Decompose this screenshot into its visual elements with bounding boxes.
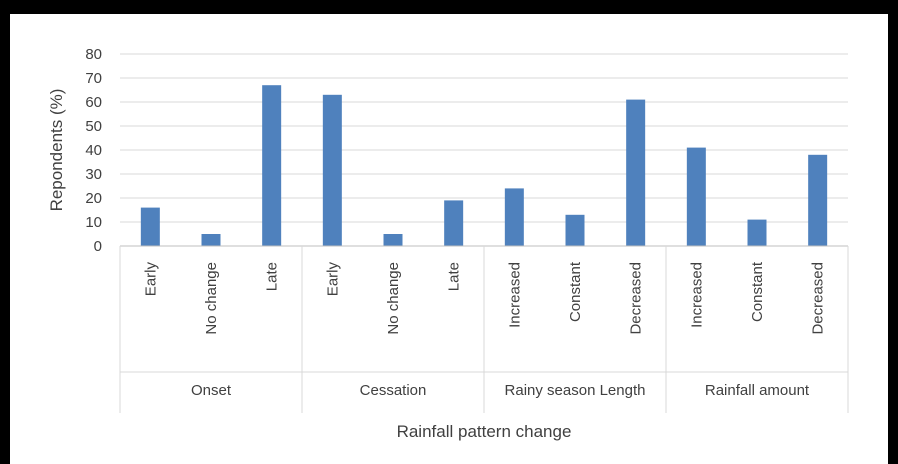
- bars: [140, 85, 828, 246]
- y-tick-label: 70: [85, 70, 102, 87]
- group-label: Rainfall amount: [705, 382, 810, 399]
- bar: [626, 99, 646, 246]
- y-tick-label: 40: [85, 142, 102, 159]
- y-tick-label: 10: [85, 214, 102, 231]
- category-label: Late: [264, 262, 281, 291]
- category-label: No change: [203, 262, 220, 335]
- gridlines: [120, 53, 848, 223]
- axes: [119, 245, 849, 413]
- bar: [808, 154, 828, 246]
- bar: [201, 234, 221, 246]
- x-axis-label: Rainfall pattern change: [397, 422, 572, 441]
- bar: [262, 85, 282, 246]
- group-label: Cessation: [360, 382, 427, 399]
- y-tick-label: 30: [85, 166, 102, 183]
- bar: [444, 200, 464, 246]
- category-label: Early: [142, 262, 159, 297]
- category-label: No change: [385, 262, 402, 335]
- category-label: Constant: [567, 261, 584, 322]
- y-tick-label: 50: [85, 118, 102, 135]
- bar: [565, 214, 585, 246]
- category-label: Late: [446, 262, 463, 291]
- category-label: Decreased: [810, 262, 827, 335]
- bar: [504, 188, 524, 246]
- group-label: Onset: [191, 382, 232, 399]
- bar: [383, 234, 403, 246]
- y-tick-label: 0: [94, 238, 102, 255]
- y-axis-label: Repondents (%): [47, 89, 66, 212]
- bar: [747, 219, 767, 246]
- bar: [322, 94, 342, 246]
- category-label: Early: [324, 262, 341, 297]
- category-label: Increased: [688, 262, 705, 328]
- category-label: Decreased: [628, 262, 645, 335]
- bar: [140, 207, 160, 246]
- y-tick-label: 80: [85, 46, 102, 63]
- category-label: Increased: [506, 262, 523, 328]
- labels: 0 10 20 30 40 50 60 70 80 Early No change Late Onset…: [85, 46, 826, 399]
- group-label: Rainy season Length: [505, 382, 646, 399]
- y-tick-label: 60: [85, 94, 102, 111]
- bar: [686, 147, 706, 246]
- category-label: Constant: [749, 261, 766, 322]
- y-tick-label: 20: [85, 190, 102, 207]
